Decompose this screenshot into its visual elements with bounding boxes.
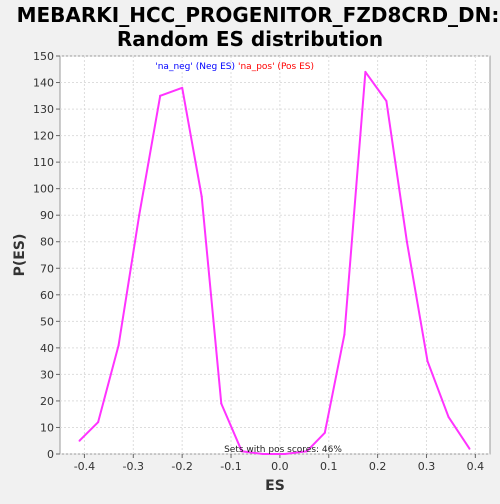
- y-tick-label: 80: [40, 236, 54, 249]
- y-tick-label: 140: [33, 77, 54, 90]
- y-axis-ticks: 0 10 20 30 40 50 60 70 80 90 100 110 120 130 140 150: [33, 50, 60, 461]
- y-tick-label: 110: [33, 156, 54, 169]
- y-tick-label: 0: [47, 448, 54, 461]
- x-tick-label: 0.2: [369, 460, 387, 473]
- y-tick-label: 70: [40, 262, 54, 275]
- y-tick-label: 130: [33, 103, 54, 116]
- data-point: [181, 86, 184, 89]
- data-point: [305, 450, 308, 453]
- x-tick-label: 0.4: [467, 460, 485, 473]
- data-point: [426, 360, 429, 363]
- y-tick-label: 120: [33, 130, 54, 143]
- data-point: [283, 453, 286, 455]
- x-tick-label: 0.0: [271, 460, 289, 473]
- y-tick-label: 100: [33, 183, 54, 196]
- pos-score-annotation: Sets with pos scores: 46%: [224, 445, 342, 455]
- x-tick-label: -0.3: [123, 460, 144, 473]
- x-tick-label: -0.1: [220, 460, 241, 473]
- x-axis-ticks: -0.4 -0.3 -0.2 -0.1 0.0 0.1 0.2 0.3 0.4: [74, 454, 484, 473]
- data-point: [97, 421, 100, 424]
- data-point: [138, 214, 141, 217]
- plot-area: [59, 55, 491, 455]
- data-point: [159, 94, 162, 97]
- chart-title-line2: Random ES distribution: [117, 27, 383, 51]
- data-point: [385, 100, 388, 103]
- data-point: [78, 439, 81, 442]
- legend-pos: 'na_pos' (Pos ES): [238, 62, 314, 72]
- data-point: [468, 447, 471, 450]
- legend-neg: 'na_neg' (Neg ES): [155, 62, 235, 72]
- data-point: [240, 450, 243, 453]
- x-tick-label: 0.1: [320, 460, 338, 473]
- y-tick-label: 30: [40, 368, 54, 381]
- data-point: [261, 453, 264, 455]
- y-tick-label: 150: [33, 50, 54, 63]
- data-point: [117, 344, 120, 347]
- x-tick-label: -0.2: [171, 460, 192, 473]
- y-tick-label: 20: [40, 395, 54, 408]
- data-point: [220, 402, 223, 405]
- data-point: [200, 195, 203, 198]
- chart-title-line1: MEBARKI_HCC_PROGENITOR_FZD8CRD_DN:: [17, 3, 500, 27]
- y-axis-title: P(ES): [12, 234, 28, 277]
- y-tick-label: 90: [40, 209, 54, 222]
- data-point: [405, 240, 408, 243]
- y-tick-label: 60: [40, 289, 54, 302]
- data-point: [447, 415, 450, 418]
- y-tick-label: 10: [40, 421, 54, 434]
- series-line: [78, 70, 471, 455]
- x-axis-title: ES: [265, 478, 285, 494]
- x-tick-label: 0.3: [418, 460, 436, 473]
- y-tick-label: 50: [40, 315, 54, 328]
- data-point: [343, 333, 346, 336]
- x-tick-label: -0.4: [74, 460, 95, 473]
- data-point: [364, 70, 367, 73]
- series-layer: [78, 70, 471, 455]
- data-point: [323, 431, 326, 434]
- y-tick-label: 40: [40, 342, 54, 355]
